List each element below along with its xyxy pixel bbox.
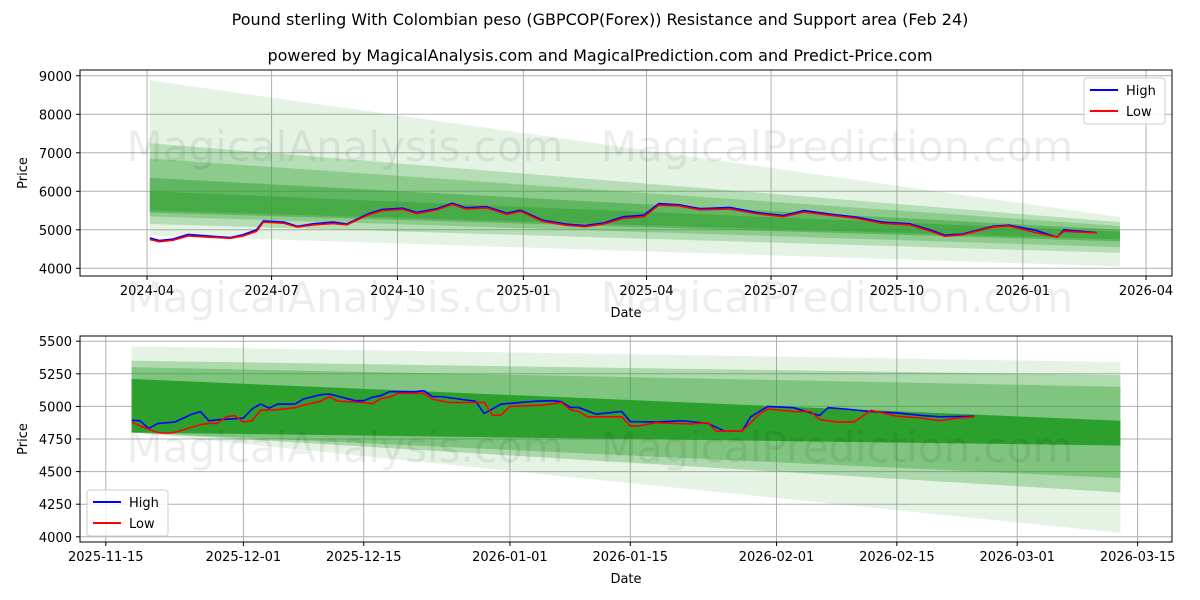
x-tick-label: 2025-10 [870, 284, 924, 299]
legend-label: High [1126, 84, 1156, 99]
y-tick-label: 9000 [39, 70, 72, 85]
watermark: MagicalAnalysis.com [127, 122, 564, 171]
x-tick-label: 2025-11-15 [68, 550, 144, 565]
y-tick-label: 5250 [39, 368, 72, 383]
chart-subtitle: powered by MagicalAnalysis.com and Magic… [267, 46, 933, 65]
watermark: MagicalAnalysis.com [127, 273, 564, 322]
series-line-high [149, 202, 1097, 242]
series-line-low [149, 203, 1097, 243]
axes-frame [79, 335, 1173, 543]
x-tick-label: 2025-07 [744, 284, 798, 299]
y-tick-label: 5500 [39, 335, 72, 350]
chart-top: 2024-04 2024-07 2024-10 2025-01 2025-04 2025-… [16, 69, 1173, 322]
x-tick-label: 2026-02-15 [859, 550, 935, 565]
legend: High Low [1083, 77, 1166, 125]
x-tick-label: 2026-01-15 [593, 550, 669, 565]
x-tick-label: 2026-01 [996, 284, 1050, 299]
y-tick-label: 8000 [39, 108, 72, 123]
watermark: MagicalPrediction.com [601, 273, 1074, 322]
x-tick-label: 2025-04 [619, 284, 673, 299]
y-axis-label: Price [16, 157, 31, 189]
y-tick-label: 5000 [39, 224, 72, 239]
chart-title: Pound sterling With Colombian peso (GBPC… [231, 10, 969, 29]
watermark: MagicalPrediction.com [601, 423, 1074, 472]
x-tick-label: 2026-02-01 [739, 550, 815, 565]
y-tick-label: 4750 [39, 433, 72, 448]
legend-label: Low [1126, 105, 1152, 120]
y-tick-label: 4000 [39, 531, 72, 546]
watermark: MagicalAnalysis.com [127, 423, 564, 472]
legend-label: Low [129, 517, 155, 532]
y-tick-label: 4000 [39, 262, 72, 277]
series-line-high [131, 389, 975, 432]
x-tick-label: 2025-01 [496, 284, 550, 299]
x-tick-label: 2024-07 [244, 284, 298, 299]
y-tick-label: 4500 [39, 466, 72, 481]
x-tick-label: 2024-04 [120, 284, 174, 299]
legend-label: High [129, 496, 159, 511]
y-tick-label: 7000 [39, 147, 72, 162]
legend: High Low [86, 489, 169, 537]
x-tick-label: 2025-12-15 [326, 550, 402, 565]
x-axis-label: Date [610, 306, 641, 321]
axes-frame [79, 69, 1173, 277]
x-tick-label: 2026-04 [1119, 284, 1173, 299]
series-line-low [131, 392, 975, 434]
x-tick-label: 2026-03-15 [1100, 550, 1176, 565]
y-tick-label: 4250 [39, 498, 72, 513]
x-axis-label: Date [610, 572, 641, 587]
x-tick-label: 2026-01-01 [472, 550, 548, 565]
watermark: MagicalPrediction.com [601, 122, 1074, 171]
chart-bottom: 2025-11-15 2025-12-01 2025-12-15 2026-01-01… [16, 335, 1175, 587]
x-tick-label: 2025-12-01 [206, 550, 282, 565]
y-axis-label: Price [16, 423, 31, 455]
x-tick-label: 2024-10 [370, 284, 424, 299]
y-tick-label: 6000 [39, 185, 72, 200]
resistance-support-band [149, 80, 1120, 267]
y-tick-label: 5000 [39, 400, 72, 415]
x-tick-label: 2026-03-01 [979, 550, 1055, 565]
